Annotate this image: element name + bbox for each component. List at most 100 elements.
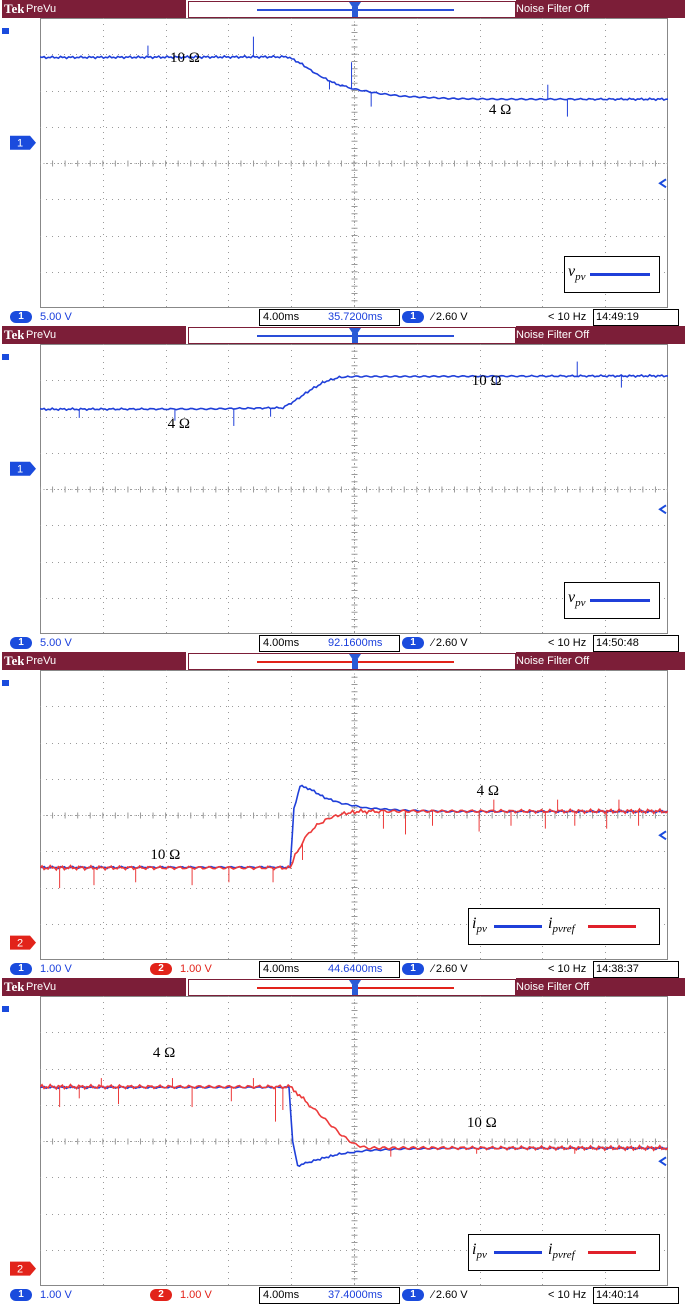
waveform-chart [40,344,668,634]
resistance-annotation: 10 Ω [150,846,181,863]
record-view-bar[interactable] [188,327,516,344]
ch2-scale-value: 1.00 V [180,963,212,975]
clock-box: 14:40:14 [593,1287,679,1304]
trigger-level-icon [2,1006,9,1012]
ch1-scale-readout[interactable]: 1 5.00 V [10,636,72,650]
timebase-box[interactable]: 4.00ms 37.4000ms [259,1287,400,1304]
trace-line [40,373,668,412]
trigger-position-stem [352,7,358,17]
record-view-bar[interactable] [188,979,516,996]
legend-subscript: pvref [552,923,575,935]
trigger-readout[interactable]: 1 ∕ 2.60 V [402,962,468,976]
timebase-value: 4.00ms [263,1289,300,1301]
legend-swatch [494,1251,542,1254]
channel-marker-label: 1 [17,464,23,476]
legend-swatch [494,925,542,928]
horizontal-position-value: 44.6400ms [328,963,383,975]
channel-marker-label: 1 [17,138,23,150]
legend-box: vpv [564,256,660,293]
waveform-screen [40,344,668,634]
legend-entry-symbol: vpv [568,263,586,283]
trigger-readout[interactable]: 1 ∕ 2.60 V [402,636,468,650]
legend-swatch [590,599,650,602]
trigger-level-value: 2.60 V [435,963,468,975]
ch1-scale-readout[interactable]: 1 1.00 V [10,962,72,976]
legend-symbol: v [568,589,576,606]
trace-line [40,54,668,102]
series-2 [40,1078,668,1157]
legend-symbol: i [472,1241,477,1258]
clock-box: 14:49:19 [593,309,679,326]
trigger-channel-badge: 1 [402,311,424,324]
scope-status-bar: 1 1.00 V 2 1.00 V 4.00ms 37.4000ms 1 ∕ 2.60 V < 1… [0,1286,685,1304]
trigger-frequency-value: < 10 Hz [548,637,587,649]
scope-status-bar: 1 5.00 V 4.00ms 92.1600ms 1 ∕ 2.60 V < 10 Hz 14:… [0,634,685,652]
trigger-level-icon [2,28,9,34]
legend-symbol: i [548,1241,553,1258]
scope-panel-2: Tek PreVu Noise Filter Off 1 4 Ω 10 Ω vpv 1 5.00… [0,326,685,652]
channel-marker-column: 1 [0,18,40,308]
ch1-scale-readout[interactable]: 1 5.00 V [10,310,72,324]
trigger-channel-badge: 1 [402,963,424,976]
graticule [40,996,668,1286]
legend-symbol: i [548,915,553,932]
horizontal-position-value: 35.7200ms [328,311,383,323]
legend-symbol: i [472,915,477,932]
trigger-position-icon [349,328,361,337]
acquisition-mode: PreVu [26,655,57,667]
noise-filter-label: Noise Filter Off [516,3,590,15]
channel-marker-label: 2 [17,938,23,950]
acquisition-status: PreVu [24,326,186,344]
timebase-box[interactable]: 4.00ms 44.6400ms [259,961,400,978]
graticule [40,344,668,634]
trigger-level-arrow [658,178,667,189]
legend-subscript: pv [575,271,586,283]
timebase-box[interactable]: 4.00ms 92.1600ms [259,635,400,652]
trigger-level-value: 2.60 V [435,637,468,649]
ch1-scale-readout[interactable]: 1 1.00 V [10,1288,72,1302]
filter-status: Noise Filter Off [516,652,685,670]
resistance-annotation: 4 Ω [167,416,190,433]
channel-1-marker: 1 [10,135,36,150]
ch2-scale-readout[interactable]: 2 1.00 V [150,1288,212,1302]
channel-marker-column: 2 [0,670,40,960]
resistance-annotation: 10 Ω [170,49,200,66]
record-view-bar[interactable] [188,1,516,18]
trigger-channel-badge: 1 [402,637,424,650]
trigger-position-icon [349,980,361,989]
legend-subscript: pvref [552,1249,575,1261]
scope-panel-1: Tek PreVu Noise Filter Off 1 10 Ω 4 Ω vpv 1 5.00… [0,0,685,326]
horizontal-position-value: 92.1600ms [328,637,383,649]
channel-marker-column: 1 [0,344,40,634]
trigger-level-arrow [658,830,667,841]
ch1-badge: 1 [10,963,32,976]
waveform-chart [40,18,668,308]
trigger-readout[interactable]: 1 ∕ 2.60 V [402,310,468,324]
resistance-annotation: 4 Ω [488,101,512,118]
clock-box: 14:38:37 [593,961,679,978]
rising-edge-icon: ∕ [432,1289,434,1301]
trace-line [40,807,668,872]
legend-subscript: pv [575,597,586,609]
channel-2-marker: 2 [10,935,36,950]
legend-entry-symbol: vpv [568,589,586,609]
ch2-scale-readout[interactable]: 2 1.00 V [150,962,212,976]
acquisition-status: PreVu [24,0,186,18]
legend-box: vpv [564,582,660,619]
timebase-box[interactable]: 4.00ms 35.7200ms [259,309,400,326]
trigger-level-icon [2,354,9,360]
record-view-bar[interactable] [188,653,516,670]
ch1-scale-value: 1.00 V [40,1289,72,1301]
legend-entry-symbol: ipv [472,1241,487,1261]
acquisition-status: PreVu [24,652,186,670]
legend-subscript: pv [476,1249,487,1261]
scope-status-bar: 1 1.00 V 2 1.00 V 4.00ms 44.6400ms 1 ∕ 2.60 V < 1… [0,960,685,978]
noise-filter-label: Noise Filter Off [516,329,590,341]
noise-filter-label: Noise Filter Off [516,655,590,667]
trigger-readout[interactable]: 1 ∕ 2.60 V [402,1288,468,1302]
filter-status: Noise Filter Off [516,0,685,18]
trigger-level-icon [2,680,9,686]
ch2-badge: 2 [150,963,172,976]
channel-2-marker: 2 [10,1261,36,1276]
